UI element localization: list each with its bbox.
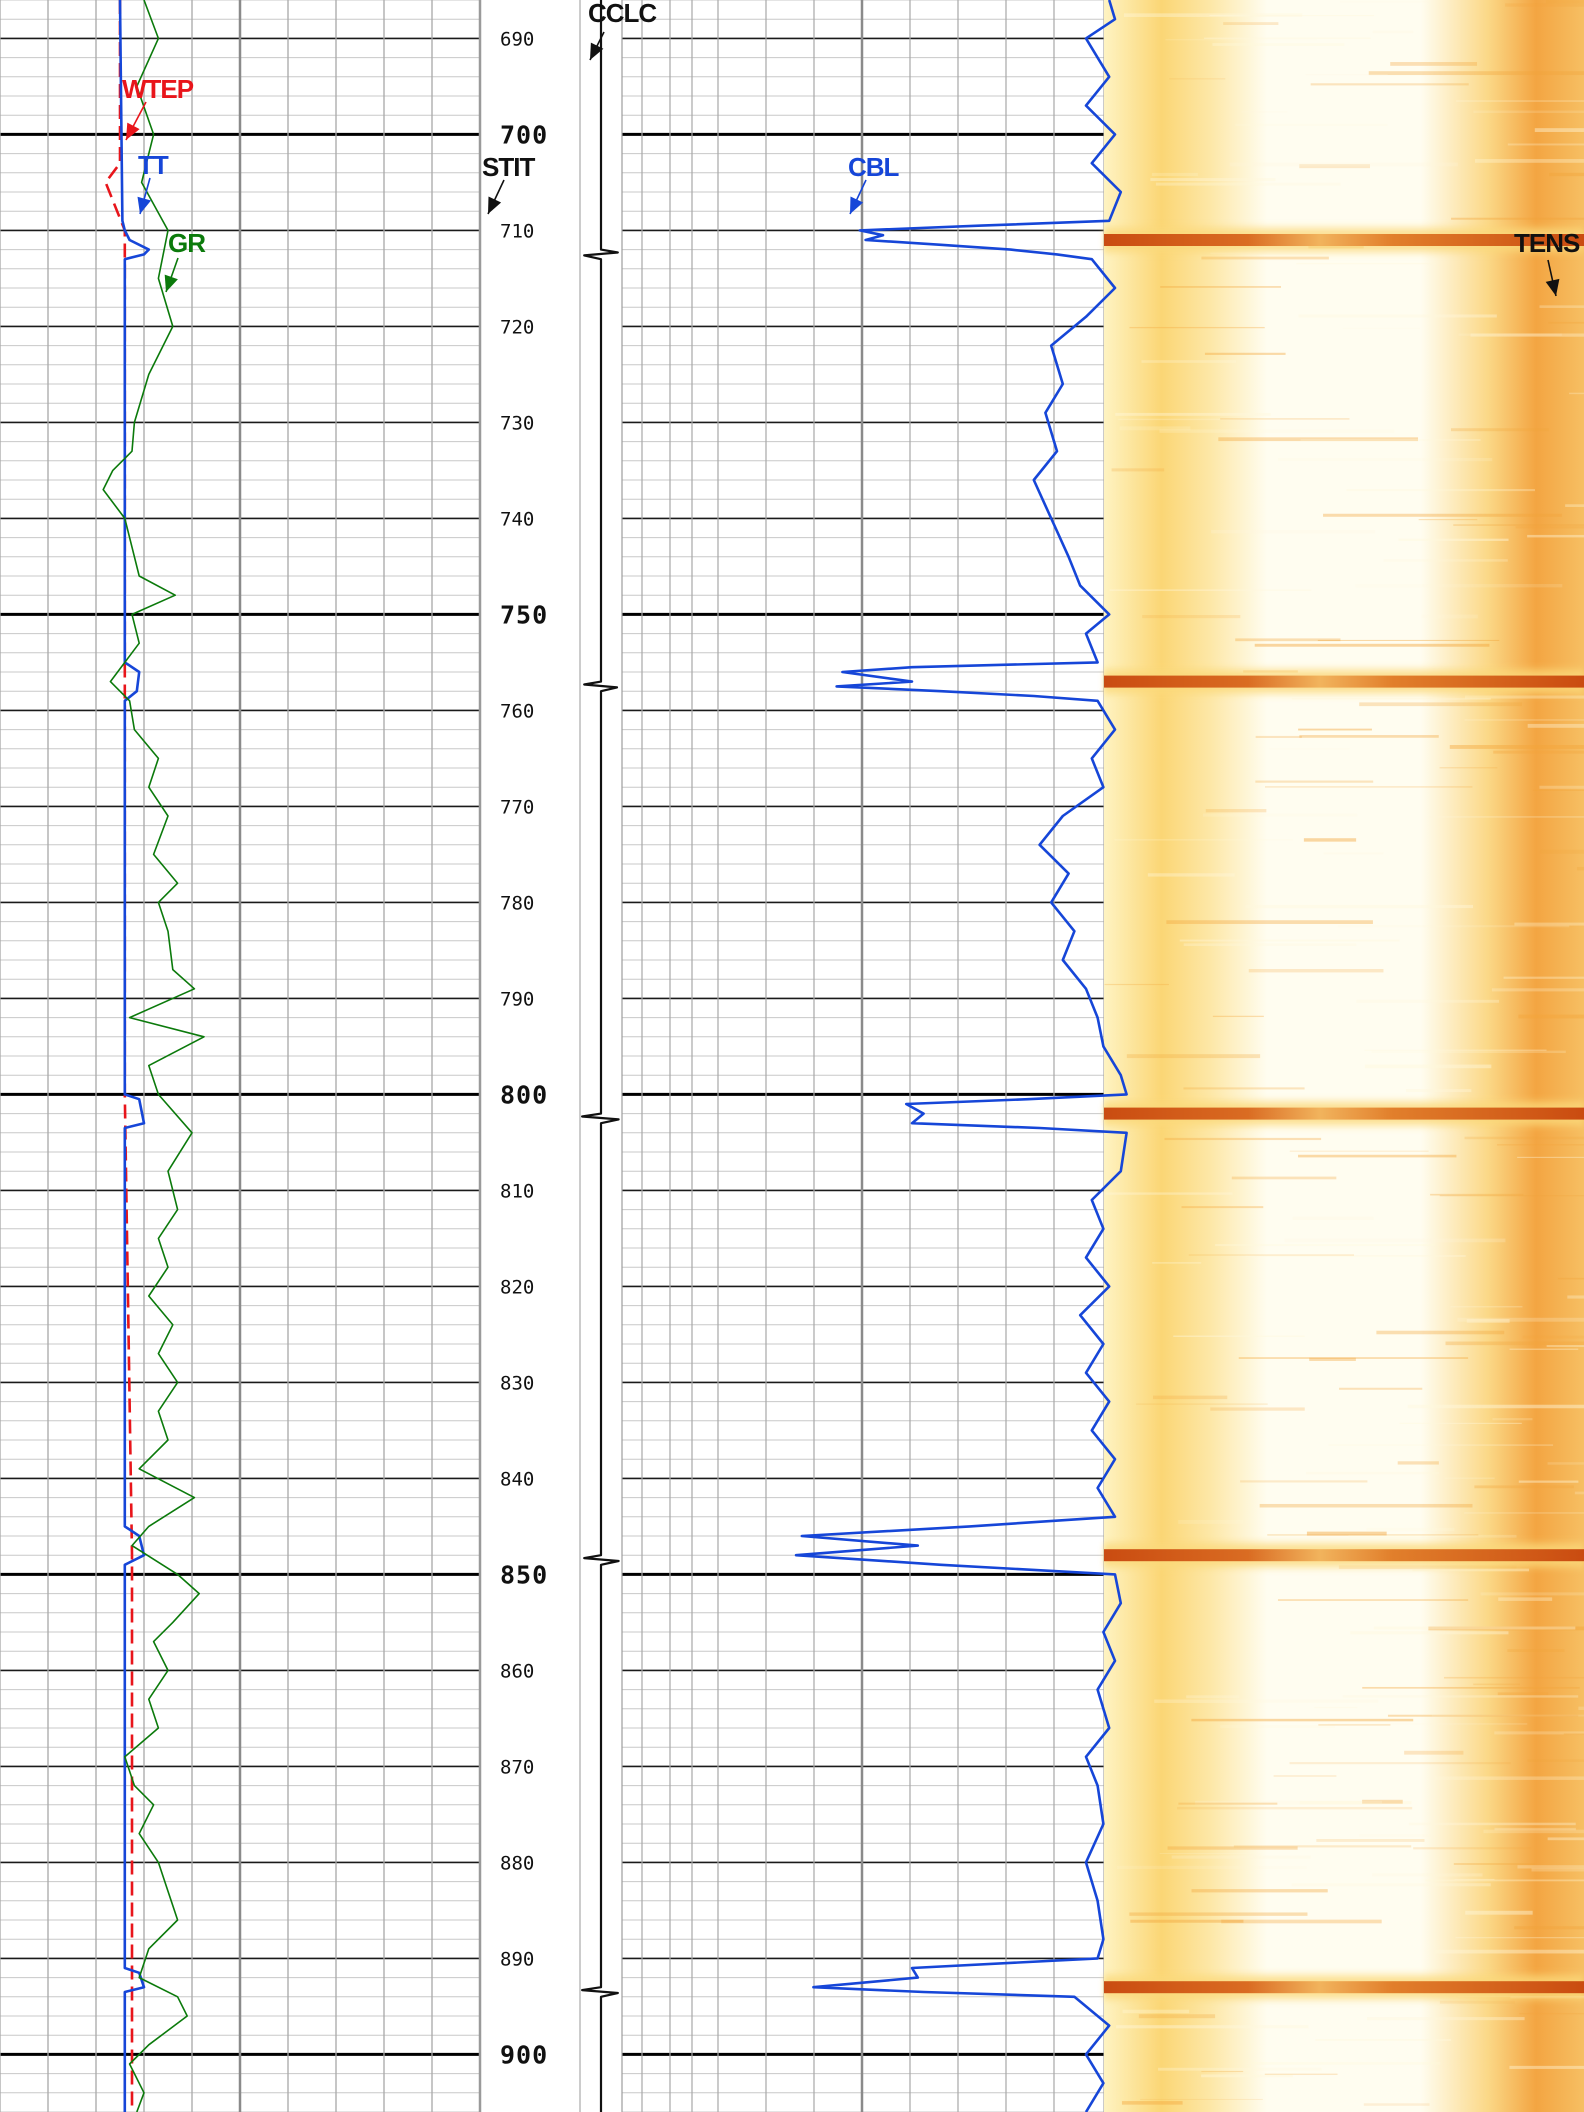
tens-band-4	[1104, 1981, 1584, 1994]
image-track-tens	[1104, 0, 1584, 2112]
curve-labels: CCLC WTEP TT STIT CBL GR TENS	[122, 0, 1581, 297]
depth-label-710: 710	[500, 220, 534, 242]
depth-label-690: 690	[500, 28, 534, 50]
tens-band-2	[1104, 1107, 1584, 1120]
arrow-cclc-icon	[590, 42, 604, 60]
depth-label-880: 880	[500, 1852, 534, 1874]
depth-label-760: 760	[500, 700, 534, 722]
tens-band-1	[1104, 675, 1584, 688]
depth-label-790: 790	[500, 988, 534, 1010]
depth-label-860: 860	[500, 1660, 534, 1682]
tens-band-0	[1104, 234, 1584, 246]
depth-label-820: 820	[500, 1276, 534, 1298]
arrow-tens-icon	[1545, 278, 1560, 296]
depth-labels: 690 700 710 720 730 740 750 760 770 780 790 800 810 8…	[500, 28, 548, 2069]
curve-cclc	[580, 0, 620, 2112]
grid	[0, 0, 1105, 2112]
depth-label-740: 740	[500, 508, 534, 530]
curve-cbl	[794, 0, 1128, 2112]
label-cclc: CCLC	[588, 0, 657, 28]
depth-label-730: 730	[500, 412, 534, 434]
depth-label-770: 770	[500, 796, 534, 818]
label-gr: GR	[168, 228, 206, 258]
depth-label-750: 750	[500, 600, 548, 629]
label-tens: TENS	[1514, 228, 1580, 258]
arrow-gr-icon	[164, 274, 178, 292]
depth-label-700: 700	[500, 120, 548, 149]
label-stit: STIT	[482, 152, 535, 182]
depth-label-840: 840	[500, 1468, 534, 1490]
label-cbl: CBL	[848, 152, 900, 182]
tens-band-3	[1104, 1549, 1584, 1562]
depth-label-720: 720	[500, 316, 534, 338]
curves	[102, 0, 1128, 2112]
arrow-cbl-icon	[850, 196, 864, 214]
label-wtep: WTEP	[122, 74, 194, 104]
arrow-wtep-icon	[126, 122, 140, 140]
depth-label-850: 850	[500, 1560, 548, 1589]
depth-label-830: 830	[500, 1372, 534, 1394]
depth-label-800: 800	[500, 1080, 548, 1109]
arrow-tt-icon	[137, 196, 151, 214]
depth-label-900: 900	[500, 2040, 548, 2069]
depth-label-780: 780	[500, 892, 534, 914]
label-tt: TT	[138, 150, 169, 180]
depth-label-810: 810	[500, 1180, 534, 1202]
curve-gr	[102, 0, 205, 2112]
depth-label-890: 890	[500, 1948, 534, 1970]
arrow-stit-icon	[488, 196, 502, 214]
curve-tt	[118, 0, 151, 2112]
depth-label-870: 870	[500, 1756, 534, 1778]
